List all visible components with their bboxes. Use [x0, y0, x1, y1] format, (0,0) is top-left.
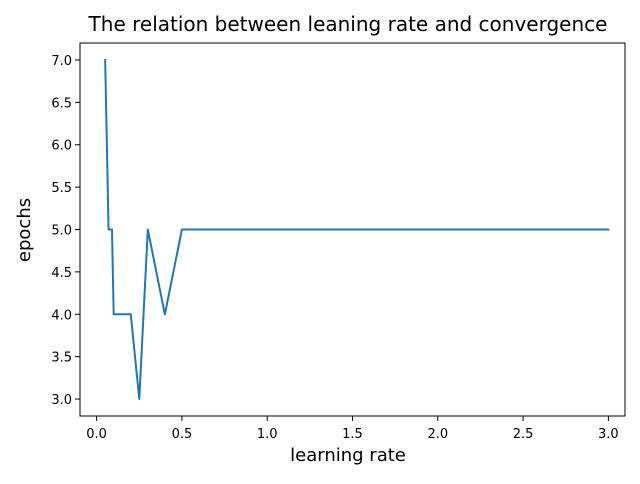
x-tick-label: 1.0 [257, 427, 278, 442]
chart-title: The relation between leaning rate and co… [88, 12, 608, 36]
x-tick-label: 2.0 [427, 427, 448, 442]
y-tick-label: 4.5 [51, 266, 72, 281]
x-tick-label: 1.5 [342, 427, 363, 442]
x-tick-label: 2.5 [513, 427, 534, 442]
x-tick-label: 0.5 [172, 427, 193, 442]
plot-area: 0.0 0.5 1.0 1.5 2.0 2.5 3.0 3.0 3.5 4.0 4.5 5.0 5.5 6… [51, 42, 626, 442]
y-tick-label: 5.0 [51, 224, 72, 239]
series-line-0 [104, 58, 610, 401]
y-tick-label: 3.0 [51, 393, 72, 408]
y-tick-label: 4.0 [51, 308, 72, 323]
x-tick-label: 3.0 [598, 427, 619, 442]
y-tick-label: 6.0 [51, 139, 72, 154]
y-tick-label: 5.5 [51, 181, 72, 196]
y-tick-label: 7.0 [51, 54, 72, 69]
y-tick-label: 6.5 [51, 96, 72, 111]
y-axis-label: epochs [14, 198, 35, 262]
x-tick-label: 0.0 [86, 427, 107, 442]
x-axis-label: learning rate [290, 445, 406, 466]
y-tick-label: 3.5 [51, 351, 72, 366]
